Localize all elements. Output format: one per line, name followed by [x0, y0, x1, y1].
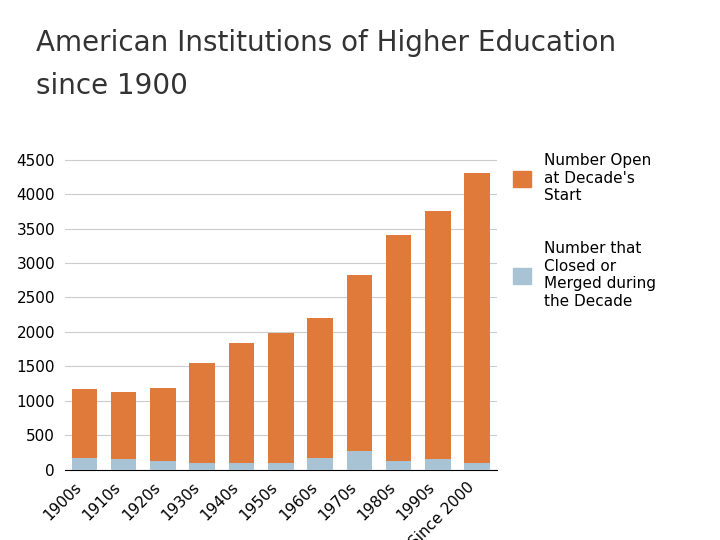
Bar: [111, 392, 137, 459]
Bar: [464, 173, 490, 463]
Bar: [229, 463, 254, 470]
Bar: [229, 342, 254, 463]
Bar: [111, 459, 137, 470]
Bar: [268, 463, 294, 470]
Text: since 1900: since 1900: [36, 72, 188, 100]
Bar: [346, 275, 372, 451]
Bar: [464, 463, 490, 470]
Text: American Institutions of Higher Education: American Institutions of Higher Educatio…: [36, 29, 616, 57]
Bar: [72, 458, 97, 470]
Bar: [189, 362, 215, 463]
Bar: [268, 333, 294, 463]
Legend: Number Open
at Decade's
Start, Number that
Closed or
Merged during
the Decade: Number Open at Decade's Start, Number th…: [513, 153, 656, 309]
Bar: [307, 319, 333, 458]
Bar: [307, 458, 333, 470]
Bar: [346, 451, 372, 470]
Bar: [150, 388, 176, 461]
Bar: [425, 460, 451, 470]
Bar: [150, 461, 176, 470]
Bar: [386, 461, 411, 470]
Bar: [189, 463, 215, 470]
Bar: [425, 211, 451, 460]
Bar: [72, 389, 97, 458]
Bar: [386, 235, 411, 461]
